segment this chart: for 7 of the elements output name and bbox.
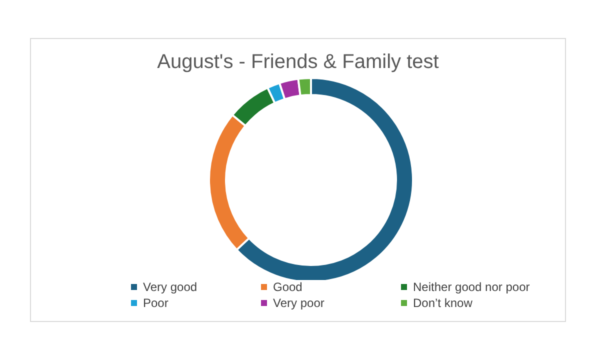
- legend-label: Very good: [143, 280, 198, 294]
- legend-label: Very poor: [273, 296, 324, 310]
- legend-label: Good: [273, 280, 302, 294]
- legend-label: Neither good nor poor: [413, 280, 530, 294]
- legend-label: Don’t know: [413, 296, 472, 310]
- legend-label: Poor: [143, 296, 168, 310]
- chart-title: August's - Friends & Family test: [156, 51, 440, 74]
